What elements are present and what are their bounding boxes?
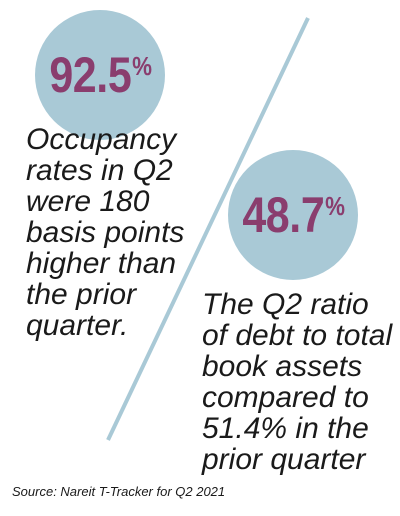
stat-1-description-line: basis points bbox=[26, 216, 185, 249]
stat-2-description-line: of debt to total bbox=[202, 319, 393, 352]
stat-2-percent-sign: % bbox=[324, 191, 345, 221]
stat-1-circle: 92.5 % bbox=[35, 10, 165, 140]
stat-2-description: The Q2 ratio of debt to total book asset… bbox=[202, 289, 392, 475]
stat-1-description-line: quarter. bbox=[26, 309, 129, 342]
stat-1-description-line: were 180 bbox=[26, 185, 150, 218]
stat-2-value: 48.7 % bbox=[241, 187, 345, 243]
divider-line bbox=[106, 17, 310, 441]
source-note: Source: Nareit T-Tracker for Q2 2021 bbox=[12, 484, 226, 499]
stat-2-description-line: prior quarter bbox=[202, 443, 366, 476]
stat-2-description-line: 51.4% in the bbox=[202, 412, 369, 445]
stat-2-description-line: The Q2 ratio bbox=[202, 288, 369, 321]
stat-2-description-line: book assets bbox=[202, 350, 363, 383]
stat-2-number: 48.7 bbox=[241, 187, 324, 243]
stat-1-description-line: higher than bbox=[26, 247, 177, 280]
stat-2-description-line: compared to bbox=[202, 381, 369, 414]
stat-1-description-line: Occupancy bbox=[26, 123, 177, 156]
stat-2-circle: 48.7 % bbox=[228, 150, 358, 280]
stat-1-description-line: rates in Q2 bbox=[26, 154, 173, 187]
stat-1-description: Occupancy rates in Q2 were 180 basis poi… bbox=[26, 124, 206, 341]
stat-1-value: 92.5 % bbox=[48, 47, 152, 103]
stat-1-number: 92.5 bbox=[48, 47, 131, 103]
stat-1-percent-sign: % bbox=[131, 51, 152, 81]
stat-1-description-line: the prior bbox=[26, 278, 137, 311]
